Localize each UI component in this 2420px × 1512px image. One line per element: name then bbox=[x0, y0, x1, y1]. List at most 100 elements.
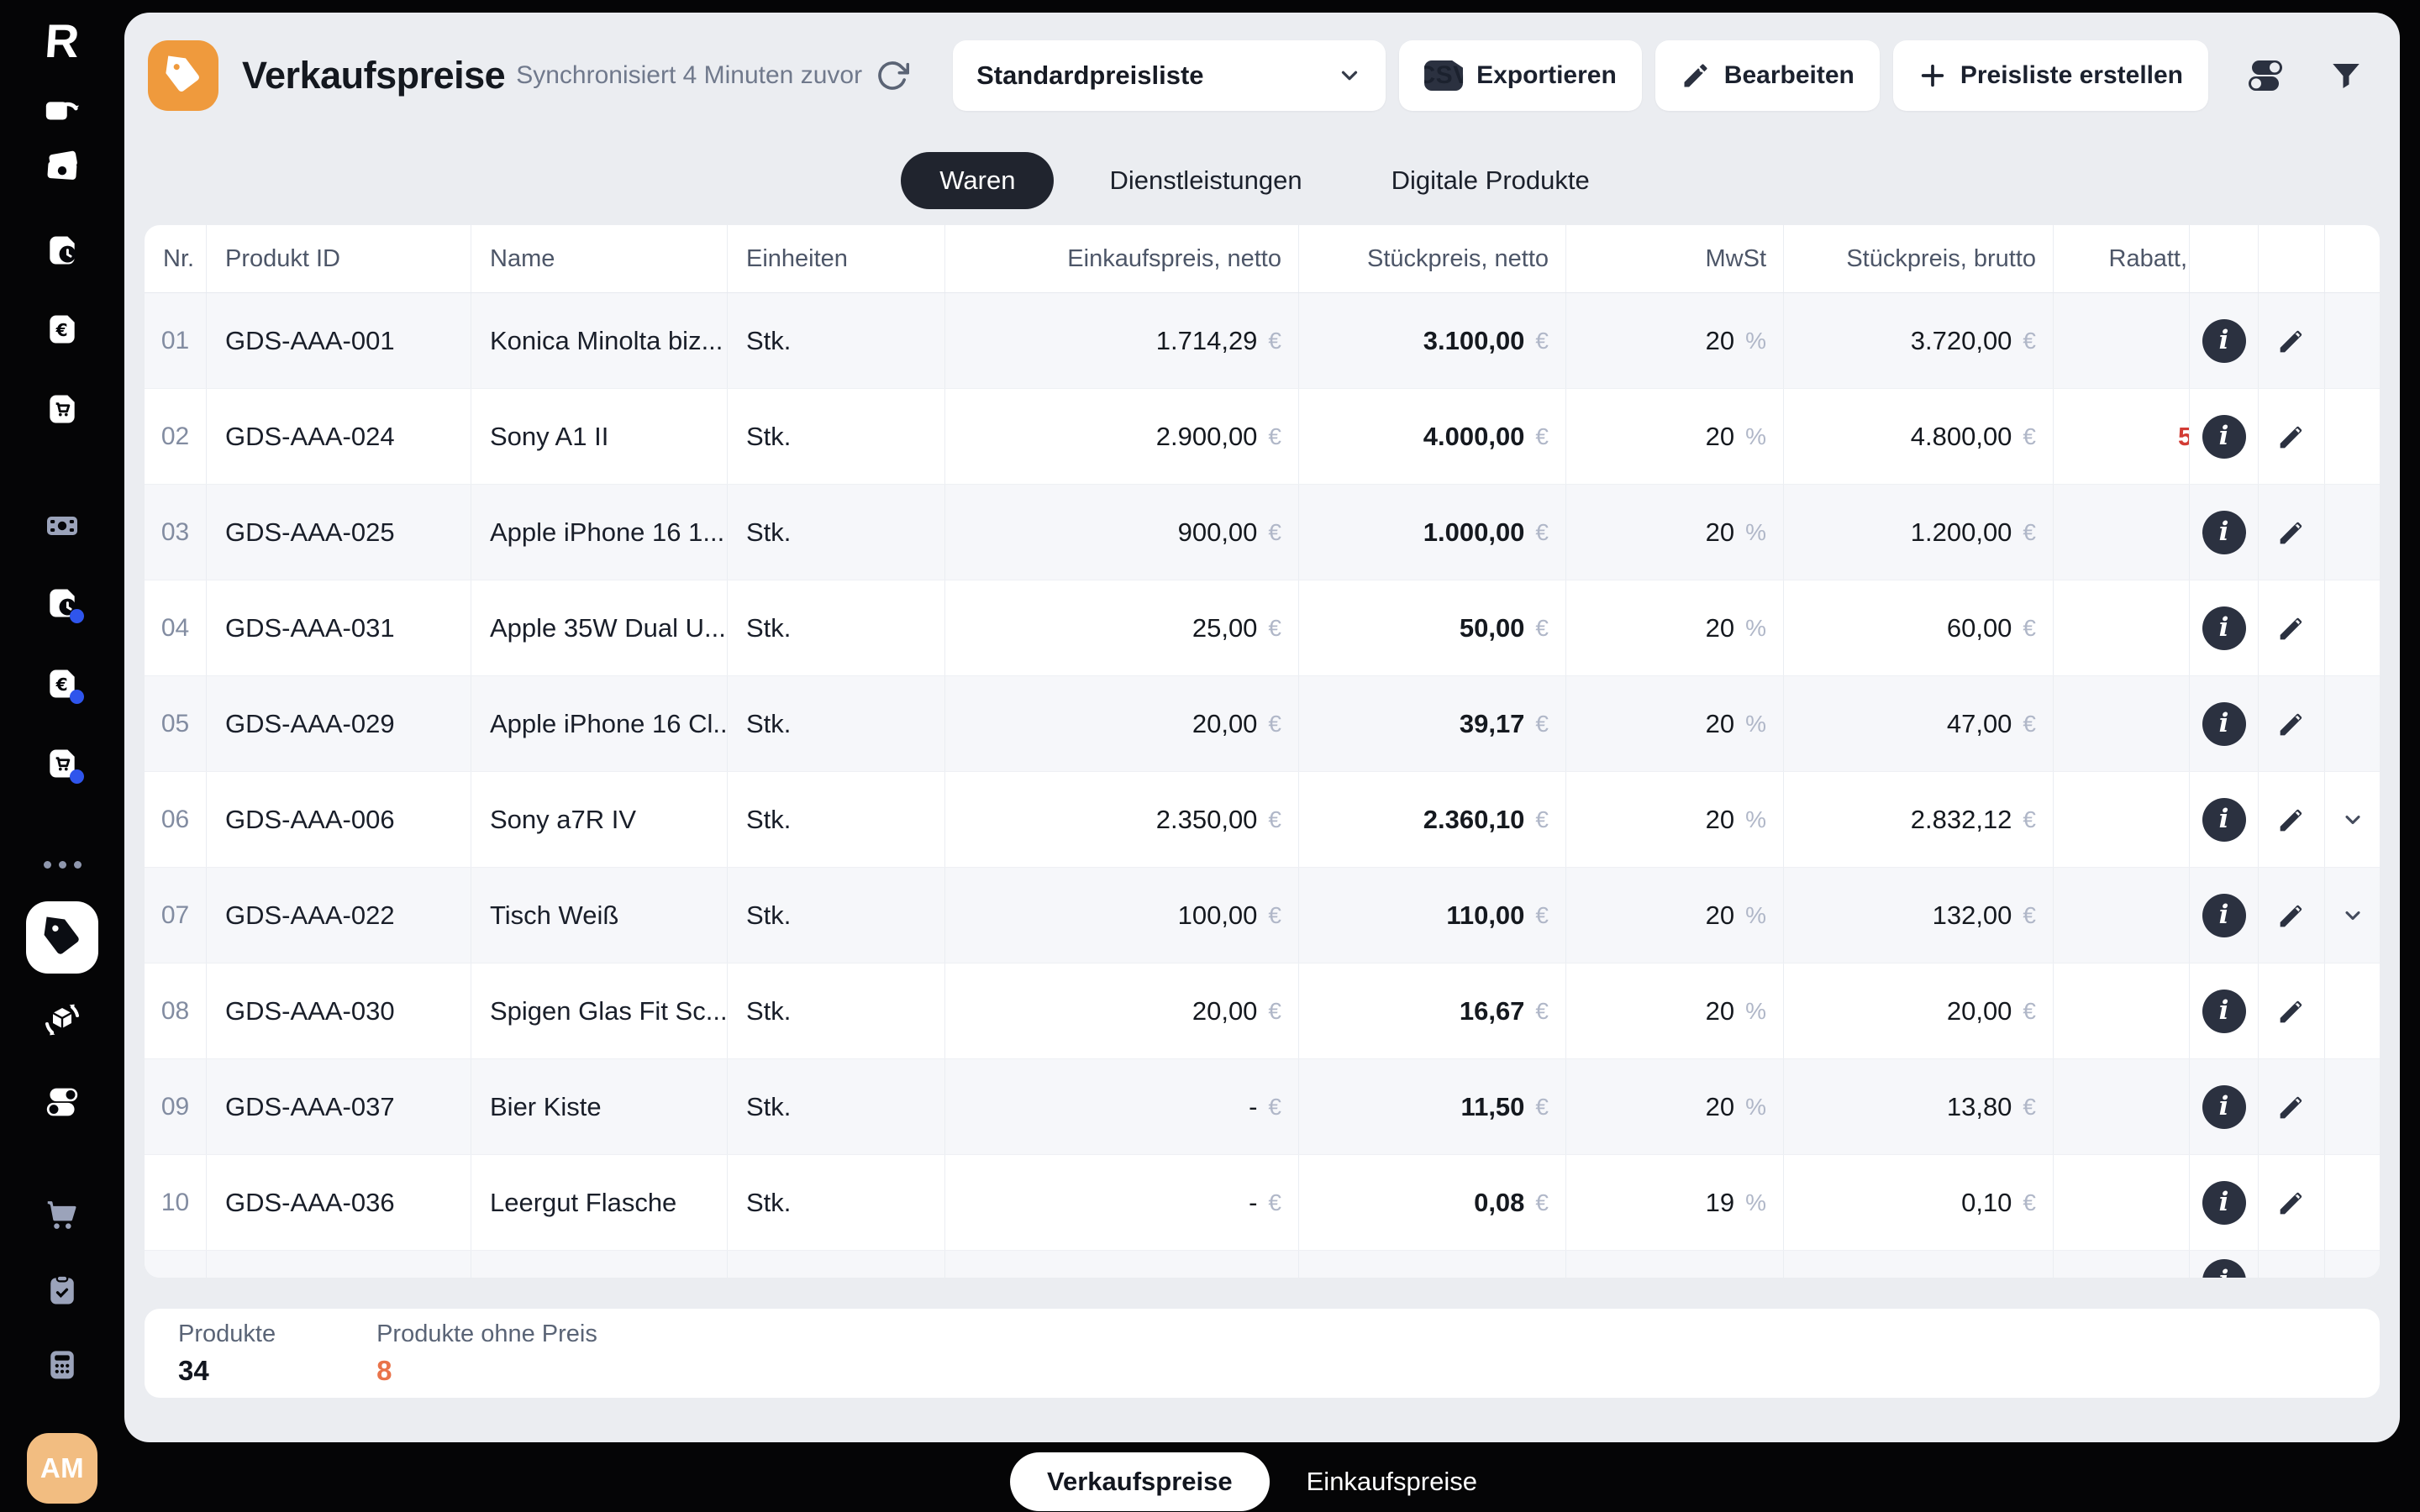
col-header-rabatt[interactable]: Rabatt, bbox=[2054, 225, 2190, 292]
info-cell[interactable]: i bbox=[2190, 1059, 2259, 1154]
document-clock-icon[interactable] bbox=[40, 228, 84, 272]
product-unit: Stk. bbox=[728, 389, 945, 484]
col-header-nr[interactable]: Nr. bbox=[145, 225, 207, 292]
table-row[interactable]: 07 GDS-AAA-022 Tisch Weiß Stk. 100,00 € 1… bbox=[145, 867, 2380, 963]
row-number: 04 bbox=[145, 580, 207, 675]
table-row[interactable]: 03 GDS-AAA-025 Apple iPhone 16 1... Stk.… bbox=[145, 484, 2380, 580]
col-header-name[interactable]: Name bbox=[471, 225, 728, 292]
info-icon: i bbox=[2202, 414, 2246, 459]
edit-cell[interactable] bbox=[2259, 293, 2325, 388]
table-row[interactable]: 04 GDS-AAA-031 Apple 35W Dual U... Stk. … bbox=[145, 580, 2380, 675]
table-row[interactable]: 06 GDS-AAA-006 Sony a7R IV Stk. 2.350,00… bbox=[145, 771, 2380, 867]
info-cell[interactable]: i bbox=[2190, 293, 2259, 388]
table-row[interactable]: 01 GDS-AAA-001 Konica Minolta biz... Stk… bbox=[145, 293, 2380, 388]
product-unit: Stk. bbox=[728, 485, 945, 580]
clipboard-check-icon[interactable] bbox=[40, 1268, 84, 1312]
user-avatar[interactable]: AM bbox=[27, 1433, 97, 1504]
product-name: Bier Kiste bbox=[471, 1059, 728, 1154]
tab-dienstleistungen[interactable]: Dienstleistungen bbox=[1109, 165, 1302, 195]
package-sync-icon[interactable] bbox=[40, 998, 84, 1042]
product-name: Sony a7R IV bbox=[471, 772, 728, 867]
document-cart-icon[interactable] bbox=[40, 387, 84, 431]
edit-cell[interactable] bbox=[2259, 676, 2325, 771]
unit-price-net: 50,00 € bbox=[1299, 580, 1566, 675]
info-cell[interactable]: i bbox=[2190, 676, 2259, 771]
create-pricelist-button[interactable]: Preisliste erstellen bbox=[1892, 40, 2208, 111]
table-header-row: Nr. Produkt ID Name Einheiten Einkaufspr… bbox=[145, 225, 2380, 293]
toggles-icon[interactable] bbox=[40, 1080, 84, 1124]
info-cell[interactable]: i bbox=[2190, 1155, 2259, 1250]
col-header-mwst[interactable]: MwSt bbox=[1566, 225, 1784, 292]
sidebar-item-prices-active[interactable] bbox=[26, 901, 98, 974]
percent-sign: % bbox=[1745, 806, 1766, 832]
expand-cell[interactable] bbox=[2325, 1155, 2380, 1250]
app-logo-r-icon[interactable]: R bbox=[43, 13, 82, 67]
products-label: Produkte bbox=[178, 1320, 276, 1347]
refresh-icon[interactable] bbox=[876, 59, 910, 92]
edit-cell[interactable] bbox=[2259, 485, 2325, 580]
euro-sign: € bbox=[2023, 1093, 2036, 1120]
edit-cell[interactable] bbox=[2259, 1059, 2325, 1154]
toggle-verkaufspreise[interactable]: Verkaufspreise bbox=[1010, 1452, 1270, 1511]
col-header-stueckpreis-netto[interactable]: Stückpreis, netto bbox=[1299, 225, 1566, 292]
col-header-produkt-id[interactable]: Produkt ID bbox=[207, 225, 471, 292]
info-cell[interactable]: i bbox=[2190, 389, 2259, 484]
view-settings-button[interactable] bbox=[2242, 52, 2289, 99]
col-header-einkaufspreis[interactable]: Einkaufspreis, netto bbox=[945, 225, 1299, 292]
info-icon: i bbox=[2202, 318, 2246, 363]
unit-price-net: 110,00 € bbox=[1299, 868, 1566, 963]
euro-sign: € bbox=[1268, 806, 1281, 832]
filter-button[interactable] bbox=[2323, 52, 2370, 99]
col-header-stueckpreis-brutto[interactable]: Stückpreis, brutto bbox=[1784, 225, 2054, 292]
table-row[interactable]: 08 GDS-AAA-030 Spigen Glas Fit Sc... Stk… bbox=[145, 963, 2380, 1058]
table-row[interactable]: 02 GDS-AAA-024 Sony A1 II Stk. 2.900,00 €… bbox=[145, 388, 2380, 484]
purchase-price-net: - € bbox=[945, 1155, 1299, 1250]
table-row[interactable]: 10 GDS-AAA-036 Leergut Flasche Stk. - € 0… bbox=[145, 1154, 2380, 1250]
edit-cell[interactable] bbox=[2259, 580, 2325, 675]
table-row[interactable]: 05 GDS-AAA-029 Apple iPhone 16 Cl... Stk… bbox=[145, 675, 2380, 771]
expand-cell[interactable] bbox=[2325, 485, 2380, 580]
product-name: Apple iPhone 16 Cl... bbox=[471, 676, 728, 771]
card-return-icon[interactable] bbox=[40, 88, 84, 132]
document-clock-badge-icon[interactable] bbox=[40, 581, 84, 625]
expand-cell[interactable] bbox=[2325, 963, 2380, 1058]
edit-cell[interactable] bbox=[2259, 389, 2325, 484]
info-cell[interactable]: i bbox=[2190, 963, 2259, 1058]
banknote-icon[interactable] bbox=[40, 504, 84, 548]
edit-cell[interactable] bbox=[2259, 868, 2325, 963]
expand-cell[interactable] bbox=[2325, 868, 2380, 963]
tab-digitale-produkte[interactable]: Digitale Produkte bbox=[1391, 165, 1590, 195]
products-value: 34 bbox=[178, 1355, 209, 1386]
info-cell[interactable]: i bbox=[2190, 580, 2259, 675]
calculator-icon[interactable] bbox=[40, 1342, 84, 1386]
edit-cell[interactable] bbox=[2259, 1155, 2325, 1250]
edit-button[interactable]: Bearbeiten bbox=[1655, 40, 1880, 111]
export-button[interactable]: CSV Exportieren bbox=[1399, 40, 1642, 111]
table-row[interactable]: 09 GDS-AAA-037 Bier Kiste Stk. - € 11,50 €… bbox=[145, 1058, 2380, 1154]
info-cell[interactable]: i bbox=[2190, 772, 2259, 867]
cash-bills-icon[interactable] bbox=[40, 144, 84, 188]
ellipsis-icon[interactable] bbox=[40, 843, 84, 886]
tab-waren[interactable]: Waren bbox=[901, 152, 1055, 209]
vat-rate: 20% bbox=[1566, 963, 1784, 1058]
document-euro-icon[interactable]: € bbox=[40, 307, 84, 351]
product-name: Leergut Flasche bbox=[471, 1155, 728, 1250]
pricelist-select[interactable]: Standardpreisliste bbox=[953, 40, 1386, 111]
toggle-einkaufspreise[interactable]: Einkaufspreise bbox=[1306, 1467, 1477, 1496]
edit-cell[interactable] bbox=[2259, 772, 2325, 867]
table-row-partial[interactable]: i bbox=[145, 1250, 2380, 1278]
expand-cell[interactable] bbox=[2325, 772, 2380, 867]
document-cart-badge-icon[interactable] bbox=[40, 742, 84, 785]
info-cell[interactable]: i bbox=[2190, 868, 2259, 963]
col-header-einheiten[interactable]: Einheiten bbox=[728, 225, 945, 292]
row-number: 06 bbox=[145, 772, 207, 867]
expand-cell[interactable] bbox=[2325, 293, 2380, 388]
expand-cell[interactable] bbox=[2325, 389, 2380, 484]
cart-icon[interactable] bbox=[40, 1194, 84, 1237]
expand-cell[interactable] bbox=[2325, 1059, 2380, 1154]
document-euro-badge-icon[interactable]: € bbox=[40, 662, 84, 706]
edit-cell[interactable] bbox=[2259, 963, 2325, 1058]
expand-cell[interactable] bbox=[2325, 676, 2380, 771]
info-cell[interactable]: i bbox=[2190, 485, 2259, 580]
expand-cell[interactable] bbox=[2325, 580, 2380, 675]
